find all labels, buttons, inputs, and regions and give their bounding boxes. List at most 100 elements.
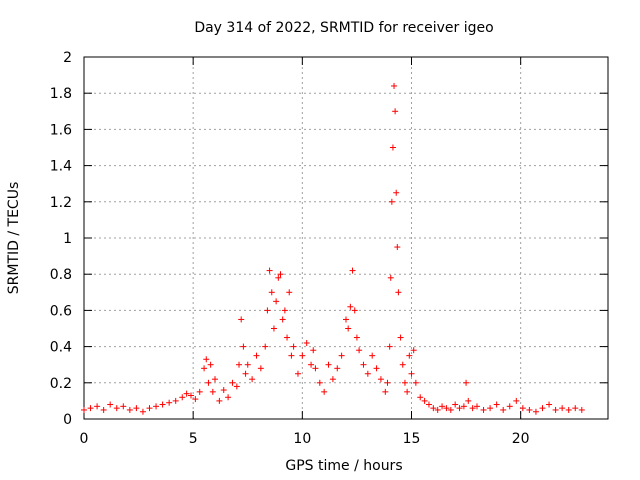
data-point — [532, 408, 539, 415]
data-point — [456, 405, 463, 412]
data-point — [469, 405, 476, 412]
data-point — [100, 406, 107, 413]
y-tick-label: 1.4 — [50, 159, 72, 175]
data-point — [392, 108, 399, 115]
x-tick-label: 15 — [403, 431, 421, 447]
data-point — [205, 379, 212, 386]
data-point — [487, 405, 494, 412]
data-point — [286, 289, 293, 296]
data-point — [572, 405, 579, 412]
data-point — [452, 401, 459, 408]
data-point — [87, 405, 94, 412]
data-point — [343, 316, 349, 323]
data-point — [480, 406, 487, 413]
data-point — [262, 343, 269, 350]
data-point — [273, 298, 280, 305]
data-point — [410, 347, 417, 354]
data-point — [360, 361, 367, 368]
data-point — [268, 289, 275, 296]
data-point — [146, 405, 153, 412]
data-point — [113, 405, 120, 412]
data-point — [308, 361, 315, 368]
data-point — [364, 370, 371, 377]
data-point — [126, 406, 133, 413]
data-point — [212, 376, 218, 383]
data-point — [179, 394, 186, 401]
data-point — [373, 365, 380, 372]
data-point — [192, 396, 199, 403]
data-point — [187, 392, 194, 399]
data-point — [325, 361, 332, 368]
data-point — [565, 406, 572, 413]
data-point — [120, 403, 127, 410]
data-point — [519, 405, 526, 412]
data-point — [474, 403, 480, 410]
data-point — [377, 376, 384, 383]
data-point — [294, 370, 301, 377]
y-tick-label: 1.6 — [50, 122, 72, 138]
data-point — [382, 388, 389, 395]
x-axis-label: GPS time / hours — [285, 458, 402, 474]
data-point — [107, 401, 114, 408]
data-point — [220, 387, 227, 394]
data-point — [312, 365, 319, 372]
data-point — [394, 244, 401, 251]
data-point — [347, 303, 354, 310]
data-point — [500, 406, 507, 413]
data-point — [299, 352, 306, 359]
data-point — [386, 343, 393, 350]
data-point — [244, 361, 251, 368]
data-point — [216, 397, 223, 404]
data-point — [321, 388, 328, 395]
y-tick-label: 0.6 — [50, 303, 72, 319]
data-point — [460, 403, 467, 410]
data-point — [493, 401, 500, 408]
gridlines — [84, 57, 608, 419]
data-point — [172, 397, 179, 404]
data-point — [334, 365, 341, 372]
data-point — [242, 370, 249, 377]
data-point — [353, 334, 360, 341]
data-point — [434, 406, 441, 413]
data-point — [399, 361, 406, 368]
data-point — [329, 376, 336, 383]
y-tick-label: 1.8 — [50, 86, 72, 102]
y-tick-label: 0.8 — [50, 267, 72, 283]
data-point — [201, 365, 208, 372]
data-point — [303, 339, 310, 346]
data-point — [316, 379, 323, 386]
data-point — [240, 343, 247, 350]
data-point — [447, 406, 454, 413]
data-point — [417, 394, 424, 401]
data-point — [351, 307, 358, 314]
axis-ticks — [83, 56, 608, 420]
data-point — [388, 198, 395, 205]
data-point — [369, 352, 376, 359]
data-point — [345, 325, 352, 332]
chart-title: Day 314 of 2022, SRMTID for receiver ige… — [194, 20, 493, 36]
data-point — [277, 271, 284, 278]
data-point — [552, 406, 559, 413]
data-point — [290, 343, 297, 350]
data-point — [183, 390, 190, 397]
y-tick-labels: 0 0.2 0.4 0.6 0.8 1 1.2 1.4 1.6 1.8 2 — [50, 50, 72, 428]
data-point — [310, 347, 317, 354]
y-axis-label: SRMTID / TECUs — [6, 182, 22, 295]
data-point — [384, 379, 391, 386]
data-point — [139, 408, 146, 415]
data-point — [264, 307, 271, 314]
data-points — [81, 82, 585, 415]
data-point — [281, 307, 288, 314]
data-point — [421, 397, 428, 404]
data-point — [159, 401, 166, 408]
data-point — [196, 388, 203, 395]
data-point — [546, 401, 553, 408]
data-point — [133, 405, 140, 412]
x-tick-label: 5 — [189, 431, 198, 447]
data-point — [225, 394, 232, 401]
data-point — [395, 289, 402, 296]
data-point — [257, 365, 264, 372]
y-tick-label: 1.2 — [50, 195, 72, 211]
data-point — [338, 352, 345, 359]
